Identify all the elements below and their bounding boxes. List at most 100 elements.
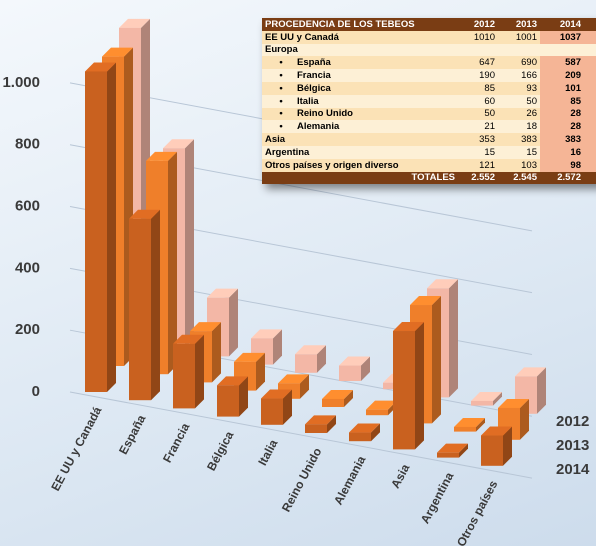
bar-side bbox=[327, 415, 336, 433]
bar-top bbox=[207, 288, 238, 298]
table-cell: Asia bbox=[262, 133, 458, 146]
bar-front bbox=[349, 432, 371, 442]
bar bbox=[234, 352, 265, 391]
bar-front bbox=[481, 435, 503, 466]
table-cell: • Alemania bbox=[262, 120, 458, 134]
bar bbox=[295, 345, 326, 373]
bar-top bbox=[102, 47, 133, 57]
x-tick-label: Reino Unido bbox=[279, 445, 325, 514]
x-tick-label: EE UU y Canadá bbox=[48, 404, 104, 493]
table-row: EE UU y Canadá10101001103740,3 bbox=[262, 30, 596, 44]
table-cell: • España bbox=[262, 56, 458, 70]
depth-label: 2013 bbox=[556, 437, 589, 454]
bar-side bbox=[503, 426, 512, 466]
bar bbox=[305, 415, 336, 433]
table-cell: 101 bbox=[540, 81, 584, 95]
table-cell: 3,3 bbox=[584, 94, 596, 108]
bar-side bbox=[256, 352, 265, 391]
bar-side bbox=[520, 398, 529, 440]
cell-text: Reino Unido bbox=[297, 108, 353, 120]
table-cell: Europa bbox=[262, 43, 458, 57]
table-cell: PROCEDENCIA DE LOS TEBEOS bbox=[262, 18, 458, 31]
table-cell: 100 bbox=[584, 171, 596, 185]
table-row: Europa bbox=[262, 43, 596, 57]
table-row: • Reino Unido 5026281,1 bbox=[262, 107, 596, 121]
bar-top bbox=[85, 62, 116, 72]
table-cell: 28 bbox=[540, 120, 584, 134]
bar-side bbox=[493, 391, 502, 406]
bar-side bbox=[185, 139, 194, 349]
bar-side bbox=[107, 62, 116, 393]
bar-top bbox=[173, 334, 204, 344]
bar-top bbox=[217, 376, 248, 386]
cell-text: España bbox=[297, 57, 331, 69]
bullet: • bbox=[279, 121, 283, 133]
grid-line bbox=[69, 391, 533, 479]
bar bbox=[173, 334, 204, 409]
table-cell: TOTALES bbox=[262, 171, 458, 185]
table-cell: 1,1 bbox=[584, 120, 596, 134]
bar-top bbox=[515, 367, 546, 377]
bar-top bbox=[437, 443, 468, 453]
table-cell: 26 bbox=[498, 107, 540, 121]
bar-top bbox=[471, 391, 502, 401]
bar-side bbox=[151, 209, 160, 401]
bar-top bbox=[129, 209, 160, 219]
table-cell: 15 bbox=[498, 145, 540, 159]
bar-side bbox=[449, 279, 458, 398]
bar-front bbox=[339, 365, 361, 381]
bar-front bbox=[217, 385, 239, 417]
table-cell: 2014 bbox=[540, 18, 584, 31]
bar-front bbox=[305, 424, 327, 433]
table-cell: 3,9 bbox=[584, 81, 596, 95]
data-table: PROCEDENCIA DE LOS TEBEOS201220132014%EE… bbox=[262, 18, 596, 185]
x-tick-label: Italia bbox=[255, 437, 280, 468]
table-cell: 50 bbox=[498, 94, 540, 108]
bullet: • bbox=[279, 95, 283, 107]
bullet: • bbox=[279, 82, 283, 94]
table-cell: 190 bbox=[458, 69, 498, 82]
bar-top bbox=[410, 296, 441, 306]
bar-top bbox=[295, 345, 326, 355]
table-cell: 16 bbox=[540, 145, 584, 159]
table-cell: 353 bbox=[458, 133, 498, 146]
table-row: Argentina1515160,6 bbox=[262, 145, 596, 159]
table-cell: 383 bbox=[540, 133, 584, 146]
cell-text: Bélgica bbox=[297, 82, 331, 94]
bullet: • bbox=[279, 57, 283, 69]
bar bbox=[129, 209, 160, 401]
x-tick-label: Francia bbox=[160, 420, 193, 465]
table-cell: 60 bbox=[458, 94, 498, 108]
table-cell: % bbox=[584, 18, 596, 31]
table-cell: 209 bbox=[540, 69, 584, 82]
table-cell: EE UU y Canadá bbox=[262, 30, 458, 44]
x-tick-label: Otros países bbox=[454, 478, 501, 546]
bar-side bbox=[273, 329, 282, 365]
y-tick-label: 0 bbox=[32, 383, 40, 400]
bar-top bbox=[481, 426, 512, 436]
table-cell: 1001 bbox=[498, 30, 540, 44]
bar-front bbox=[129, 218, 151, 401]
table-row: Otros países y origen diverso121103983,8 bbox=[262, 158, 596, 172]
x-tick-label: Argentina bbox=[418, 470, 457, 526]
bar-front bbox=[173, 343, 195, 409]
bullet: • bbox=[279, 108, 283, 120]
table-cell: 121 bbox=[458, 158, 498, 172]
table-cell bbox=[458, 43, 498, 57]
table-row: • Francia 1901662098,1 bbox=[262, 69, 596, 82]
bar-side bbox=[476, 417, 485, 432]
table-row: • Italia 6050853,3 bbox=[262, 94, 596, 108]
bar-top bbox=[119, 18, 150, 28]
bar-front bbox=[366, 409, 388, 416]
table-cell: 166 bbox=[498, 69, 540, 82]
table-cell: • Reino Unido bbox=[262, 107, 458, 121]
bar-top bbox=[146, 151, 177, 161]
bar-front bbox=[454, 426, 476, 432]
table-cell: 18 bbox=[498, 120, 540, 134]
bar-side bbox=[239, 376, 248, 417]
bar-front bbox=[85, 71, 107, 393]
bar-top bbox=[190, 322, 221, 332]
